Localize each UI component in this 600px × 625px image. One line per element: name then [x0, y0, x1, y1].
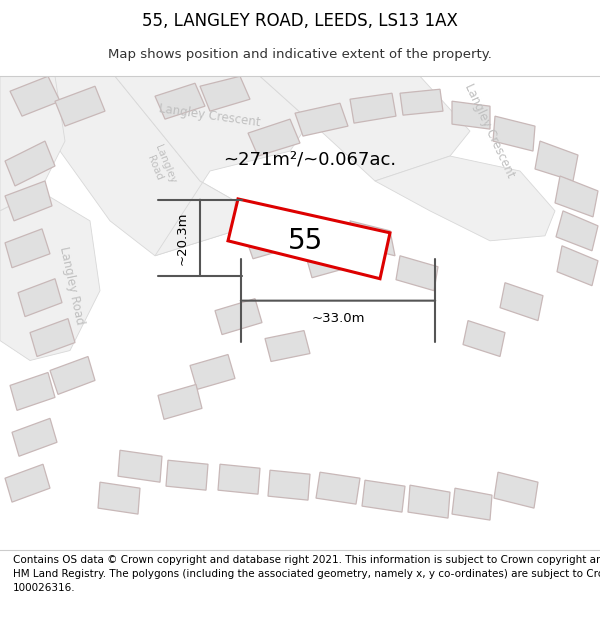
Polygon shape: [190, 354, 235, 389]
Polygon shape: [260, 76, 470, 181]
Polygon shape: [50, 356, 95, 394]
Polygon shape: [30, 319, 75, 356]
Polygon shape: [555, 176, 598, 217]
Polygon shape: [10, 372, 55, 411]
Polygon shape: [218, 464, 260, 494]
Polygon shape: [408, 485, 450, 518]
Polygon shape: [5, 181, 52, 221]
Polygon shape: [5, 464, 50, 502]
Polygon shape: [463, 321, 505, 356]
Polygon shape: [115, 76, 310, 256]
Text: Map shows position and indicative extent of the property.: Map shows position and indicative extent…: [108, 48, 492, 61]
Polygon shape: [228, 199, 390, 279]
Polygon shape: [350, 93, 396, 123]
Polygon shape: [0, 191, 100, 361]
Polygon shape: [50, 76, 235, 256]
Polygon shape: [166, 460, 208, 490]
Polygon shape: [10, 76, 60, 116]
Polygon shape: [350, 221, 395, 256]
Polygon shape: [245, 223, 298, 259]
Polygon shape: [55, 86, 105, 126]
Polygon shape: [375, 156, 555, 241]
Polygon shape: [295, 103, 348, 136]
Polygon shape: [362, 480, 405, 512]
Polygon shape: [0, 76, 65, 211]
Text: Langley Crescent: Langley Crescent: [158, 102, 262, 130]
Polygon shape: [452, 101, 490, 129]
Polygon shape: [556, 211, 598, 251]
Text: 55, LANGLEY ROAD, LEEDS, LS13 1AX: 55, LANGLEY ROAD, LEEDS, LS13 1AX: [142, 12, 458, 31]
Polygon shape: [200, 76, 250, 111]
Text: 55: 55: [287, 227, 323, 255]
Polygon shape: [12, 418, 57, 456]
Polygon shape: [396, 256, 438, 291]
Polygon shape: [452, 488, 492, 520]
Polygon shape: [158, 384, 202, 419]
Text: ~33.0m: ~33.0m: [311, 312, 365, 325]
Polygon shape: [493, 116, 535, 151]
Polygon shape: [316, 472, 360, 504]
Polygon shape: [494, 472, 538, 508]
Polygon shape: [400, 89, 443, 115]
Polygon shape: [5, 141, 55, 186]
Text: ~271m²/~0.067ac.: ~271m²/~0.067ac.: [223, 150, 397, 168]
Polygon shape: [305, 241, 355, 278]
Polygon shape: [18, 279, 62, 317]
Polygon shape: [98, 482, 140, 514]
Text: ~20.3m: ~20.3m: [176, 211, 188, 264]
Polygon shape: [265, 331, 310, 361]
Polygon shape: [215, 299, 262, 334]
Polygon shape: [268, 470, 310, 500]
Polygon shape: [500, 282, 543, 321]
Text: Langley
Road: Langley Road: [142, 143, 178, 189]
Polygon shape: [248, 119, 300, 156]
Polygon shape: [557, 246, 598, 286]
Text: Langley Crescent: Langley Crescent: [463, 82, 518, 180]
Polygon shape: [118, 450, 162, 482]
Polygon shape: [535, 141, 578, 181]
Polygon shape: [155, 83, 205, 119]
Text: Langley Road: Langley Road: [58, 246, 86, 326]
Text: Contains OS data © Crown copyright and database right 2021. This information is : Contains OS data © Crown copyright and d…: [13, 555, 600, 593]
Polygon shape: [5, 229, 50, 268]
